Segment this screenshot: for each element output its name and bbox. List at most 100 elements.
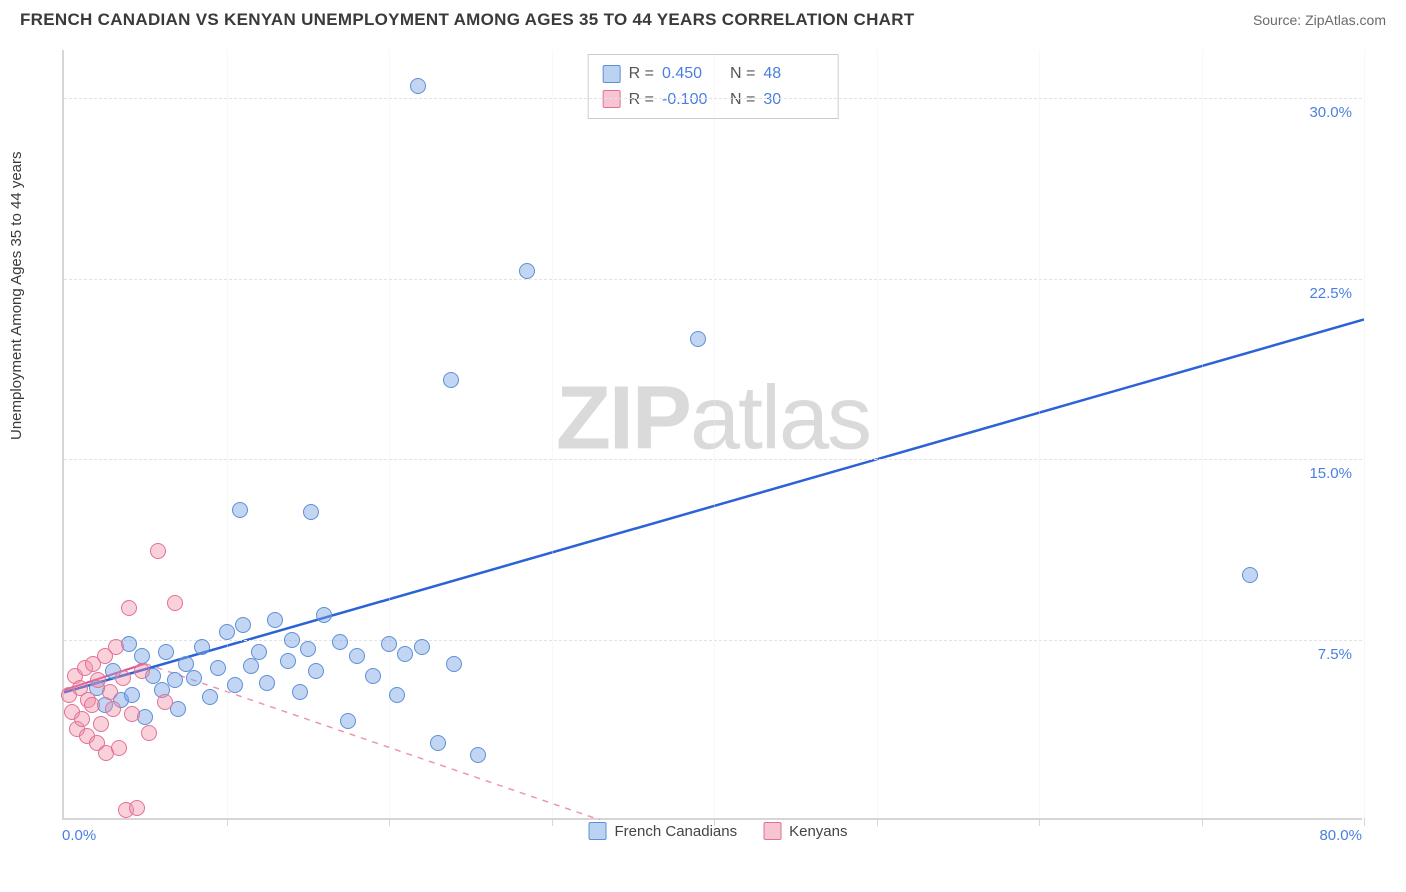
- x-tick: [389, 818, 390, 826]
- scatter-point: [108, 639, 124, 655]
- source-attribution: Source: ZipAtlas.com: [1253, 12, 1386, 28]
- swatch-blue-icon: [589, 822, 607, 840]
- scatter-point: [115, 670, 131, 686]
- scatter-point: [1242, 567, 1258, 583]
- scatter-point: [124, 706, 140, 722]
- x-tick: [1039, 818, 1040, 826]
- scatter-point: [157, 694, 173, 710]
- scatter-point: [186, 670, 202, 686]
- r-value-pink: -0.100: [662, 87, 722, 113]
- scatter-point: [397, 646, 413, 662]
- scatter-plot: ZIPatlas R = 0.450 N = 48 R = -0.100 N =…: [62, 50, 1362, 820]
- legend-label: Kenyans: [789, 823, 847, 840]
- scatter-point: [202, 689, 218, 705]
- r-value-blue: 0.450: [662, 61, 722, 87]
- stats-legend: R = 0.450 N = 48 R = -0.100 N = 30: [588, 54, 839, 119]
- scatter-point: [235, 617, 251, 633]
- n-value-blue: 48: [763, 61, 823, 87]
- swatch-blue-icon: [603, 65, 621, 83]
- scatter-point: [280, 653, 296, 669]
- scatter-point: [443, 372, 459, 388]
- scatter-point: [141, 725, 157, 741]
- gridline-h: [64, 640, 1362, 641]
- scatter-point: [381, 636, 397, 652]
- gridline-v: [552, 50, 553, 818]
- gridline-v: [714, 50, 715, 818]
- gridline-v: [1202, 50, 1203, 818]
- gridline-v: [389, 50, 390, 818]
- n-value-pink: 30: [763, 87, 823, 113]
- gridline-v: [1364, 50, 1365, 818]
- legend-item-kenyans: Kenyans: [763, 822, 847, 840]
- scatter-point: [124, 687, 140, 703]
- scatter-point: [340, 713, 356, 729]
- scatter-point: [129, 800, 145, 816]
- n-label: N =: [730, 61, 755, 87]
- scatter-point: [84, 697, 100, 713]
- scatter-point: [308, 663, 324, 679]
- series-legend: French Canadians Kenyans: [589, 822, 848, 840]
- scatter-point: [167, 595, 183, 611]
- x-tick: [552, 818, 553, 826]
- gridline-h: [64, 98, 1362, 99]
- scatter-point: [332, 634, 348, 650]
- scatter-point: [316, 607, 332, 623]
- chart-container: ZIPatlas R = 0.450 N = 48 R = -0.100 N =…: [50, 50, 1386, 840]
- x-tick: [227, 818, 228, 826]
- gridline-v: [877, 50, 878, 818]
- scatter-point: [232, 502, 248, 518]
- legend-label: French Canadians: [615, 823, 738, 840]
- y-tick-label: 30.0%: [1309, 104, 1352, 121]
- scatter-point: [105, 701, 121, 717]
- y-axis-label: Unemployment Among Ages 35 to 44 years: [8, 151, 25, 440]
- scatter-point: [150, 543, 166, 559]
- scatter-point: [284, 632, 300, 648]
- n-label: N =: [730, 87, 755, 113]
- scatter-point: [303, 504, 319, 520]
- scatter-point: [300, 641, 316, 657]
- r-label: R =: [629, 61, 654, 87]
- scatter-point: [210, 660, 226, 676]
- scatter-point: [158, 644, 174, 660]
- watermark-light: atlas: [690, 368, 870, 468]
- gridline-v: [1039, 50, 1040, 818]
- scatter-point: [446, 656, 462, 672]
- stats-row-blue: R = 0.450 N = 48: [603, 61, 824, 87]
- scatter-point: [365, 668, 381, 684]
- scatter-point: [292, 684, 308, 700]
- scatter-point: [102, 684, 118, 700]
- x-tick: [1202, 818, 1203, 826]
- scatter-point: [519, 263, 535, 279]
- scatter-point: [111, 740, 127, 756]
- swatch-pink-icon: [603, 90, 621, 108]
- scatter-point: [93, 716, 109, 732]
- x-axis-max-label: 80.0%: [1319, 827, 1362, 844]
- stats-row-pink: R = -0.100 N = 30: [603, 87, 824, 113]
- scatter-point: [267, 612, 283, 628]
- legend-item-french-canadians: French Canadians: [589, 822, 738, 840]
- scatter-point: [167, 672, 183, 688]
- swatch-pink-icon: [763, 822, 781, 840]
- x-tick: [877, 818, 878, 826]
- gridline-h: [64, 279, 1362, 280]
- scatter-point: [134, 663, 150, 679]
- scatter-point: [194, 639, 210, 655]
- scatter-point: [430, 735, 446, 751]
- scatter-point: [227, 677, 243, 693]
- scatter-point: [349, 648, 365, 664]
- watermark-bold: ZIP: [556, 368, 690, 468]
- gridline-v: [227, 50, 228, 818]
- scatter-point: [410, 78, 426, 94]
- x-tick: [1364, 818, 1365, 826]
- y-tick-label: 15.0%: [1309, 465, 1352, 482]
- r-label: R =: [629, 87, 654, 113]
- scatter-point: [259, 675, 275, 691]
- scatter-point: [74, 711, 90, 727]
- gridline-h: [64, 459, 1362, 460]
- scatter-point: [121, 600, 137, 616]
- scatter-point: [690, 331, 706, 347]
- scatter-point: [389, 687, 405, 703]
- scatter-point: [470, 747, 486, 763]
- y-tick-label: 22.5%: [1309, 285, 1352, 302]
- x-axis-min-label: 0.0%: [62, 827, 96, 844]
